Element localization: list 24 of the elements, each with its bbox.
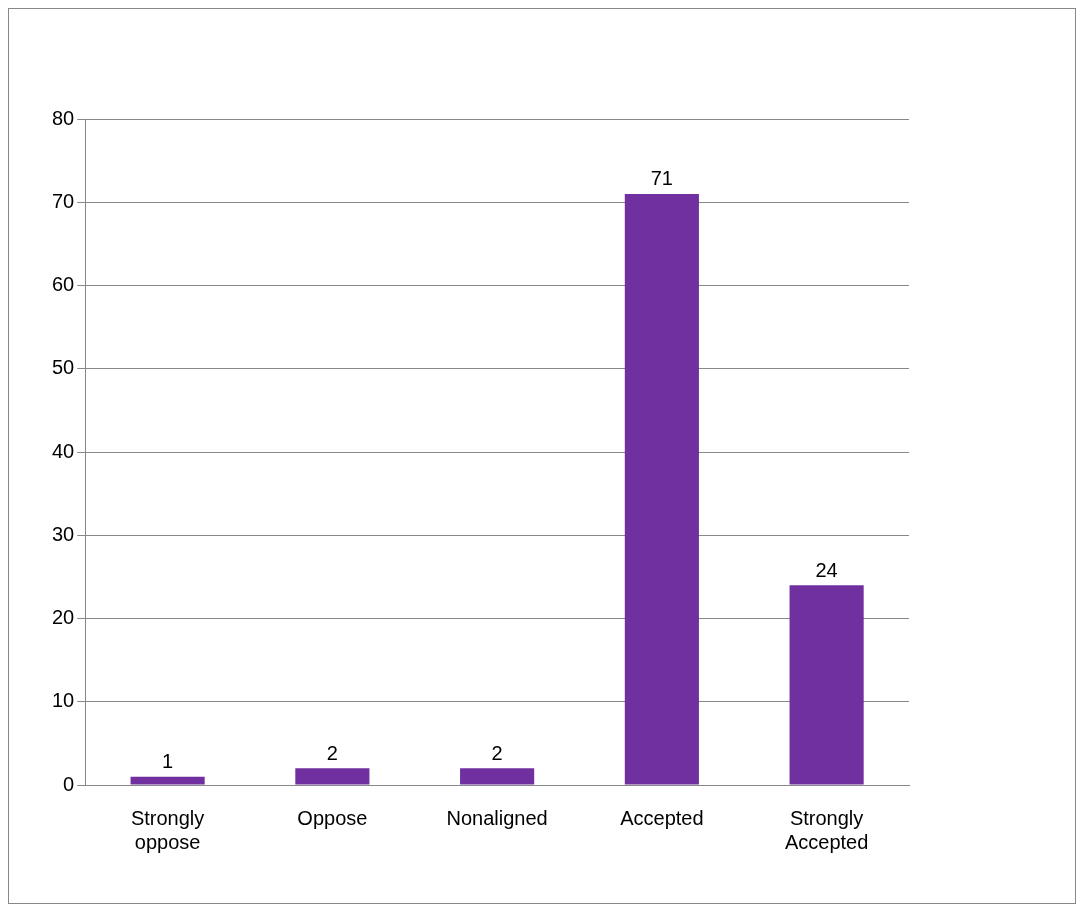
y-tick-label: 70 [52, 189, 75, 212]
data-label: 1 [162, 750, 174, 773]
data-label: 2 [326, 741, 338, 764]
y-tick-label: 0 [63, 772, 75, 795]
y-tick-label: 10 [52, 689, 75, 712]
y-tick-label: 50 [52, 356, 75, 379]
x-tick-label: Accepted [620, 806, 704, 829]
bar [130, 776, 205, 785]
data-label: 71 [650, 167, 673, 190]
y-tick-label: 30 [52, 522, 75, 545]
y-tick-label: 20 [52, 606, 75, 629]
bar [295, 768, 370, 785]
bar [624, 193, 699, 785]
y-tick-label: 60 [52, 273, 75, 296]
x-tick-label: Strongly Accepted [784, 806, 869, 853]
bar [460, 768, 535, 785]
data-label: 24 [815, 558, 838, 581]
y-tick-label: 40 [52, 439, 75, 462]
bar [789, 585, 864, 785]
data-label: 2 [491, 741, 503, 764]
x-tick-label: Strongly oppose [130, 806, 205, 853]
y-tick-label: 80 [52, 106, 75, 129]
x-tick-label: Nonaligned [446, 806, 548, 829]
x-tick-label: Oppose [297, 806, 368, 829]
